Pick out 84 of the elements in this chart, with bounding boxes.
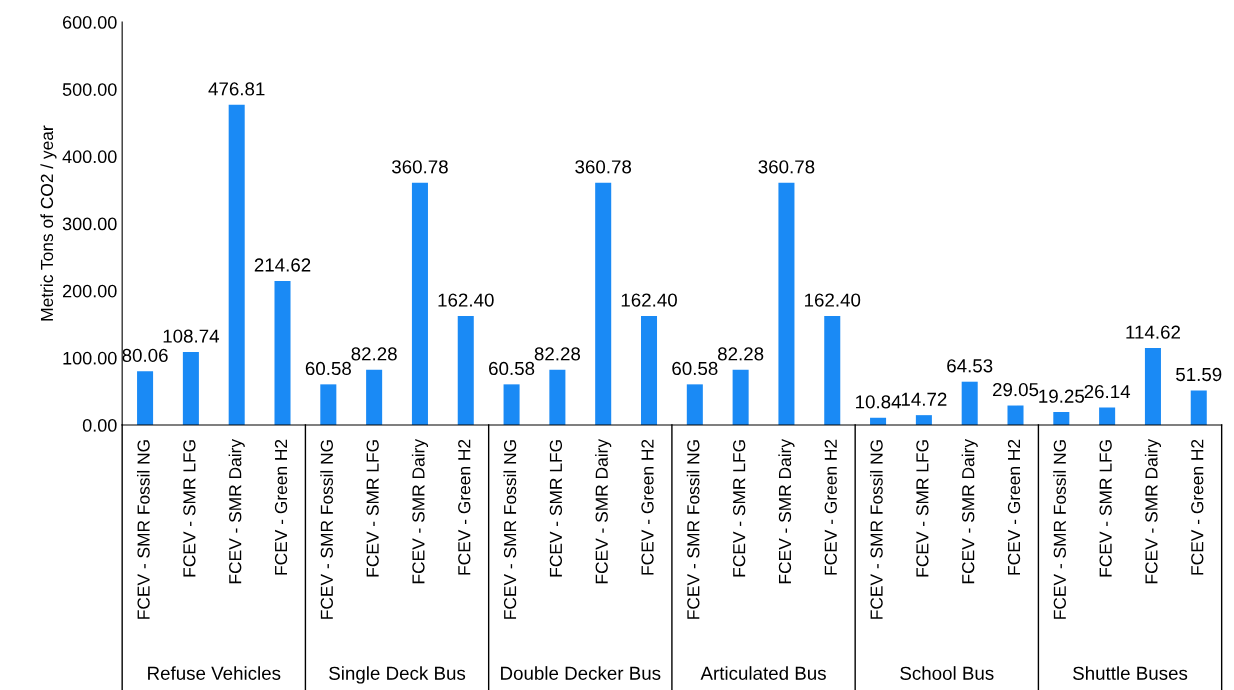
- bar: [549, 369, 566, 426]
- bar: [1007, 405, 1024, 426]
- data-label: 10.84: [856, 395, 901, 409]
- data-label: 82.28: [534, 347, 581, 361]
- data-label: 26.14: [1084, 384, 1131, 399]
- bar: [182, 352, 199, 426]
- bar: [274, 280, 291, 426]
- data-label: 51.59: [1176, 367, 1222, 382]
- x-tick-label: FCEV - SMR LFG: [733, 440, 746, 577]
- x-tick-label: FCEV - SMR Fossil NG: [1053, 440, 1066, 619]
- bar: [732, 369, 749, 426]
- bar: [1053, 412, 1070, 426]
- data-label: 19.25: [1039, 389, 1084, 403]
- y-tick-label: 200.00: [62, 284, 117, 298]
- x-tick-label: FCEV - SMR Fossil NG: [686, 440, 700, 619]
- text: Shuttle Buses: [1073, 666, 1188, 680]
- x-tick-label: FCEV - SMR Dairy: [1144, 438, 1162, 584]
- bar: [686, 384, 703, 426]
- bar: [595, 182, 612, 426]
- x-tick-label: FCEV - Green H2: [641, 439, 654, 575]
- data-label: 162.40: [621, 293, 677, 307]
- text: Single Deck Bus: [329, 666, 466, 684]
- bar: [1144, 348, 1161, 426]
- bar: [640, 315, 658, 426]
- x-tick-label: FCEV - Green H2: [458, 439, 471, 575]
- data-label: 214.62: [254, 258, 311, 272]
- bar: [137, 371, 154, 426]
- bar: [411, 182, 428, 426]
- bar: [1099, 407, 1116, 426]
- bar: [228, 104, 245, 426]
- data-label: 114.62: [1126, 325, 1180, 339]
- data-label: 360.78: [758, 160, 815, 174]
- data-label: 14.72: [901, 392, 947, 406]
- text: Refuse Vehicles: [148, 666, 281, 680]
- x-tick-label: FCEV - SMR Dairy: [411, 438, 429, 584]
- data-label: 60.58: [672, 361, 718, 376]
- data-label: 360.78: [391, 160, 448, 174]
- y-tick-label: 400.00: [62, 150, 117, 164]
- data-label: 162.40: [438, 293, 494, 307]
- data-label: 162.40: [805, 293, 861, 307]
- bar: [824, 315, 841, 426]
- x-tick-label: FCEV - SMR LFG: [549, 440, 563, 577]
- x-tick-label: FCEV - SMR LFG: [1099, 440, 1112, 577]
- x-tick-label: FCEV - SMR Fossil NG: [503, 440, 517, 619]
- x-tick-label: FCEV - Green H2: [274, 439, 288, 575]
- x-tick-label: FCEV - Green H2: [824, 439, 837, 575]
- x-tick-label: FCEV - SMR LFG: [916, 440, 929, 577]
- data-label: 476.81: [208, 82, 265, 96]
- x-tick-label: FCEV - SMR Fossil NG: [869, 440, 883, 619]
- y-tick-label: 500.00: [62, 83, 117, 96]
- data-label: 360.78: [575, 160, 632, 174]
- data-label: 82.28: [717, 347, 764, 361]
- text: School Bus: [900, 666, 994, 680]
- bar: [915, 415, 932, 426]
- x-tick-label: FCEV - SMR LFG: [183, 440, 196, 577]
- y-tick-label: 100.00: [63, 351, 117, 365]
- x-tick-label: FCEV - SMR Fossil NG: [136, 440, 150, 619]
- x-tick-label: FCEV - SMR Dairy: [228, 438, 245, 584]
- x-tick-label: FCEV - SMR Fossil NG: [320, 440, 333, 619]
- y-tick-label: 0.00: [82, 418, 117, 432]
- x-tick-label: FCEV - SMR Dairy: [961, 438, 978, 584]
- data-label: 60.58: [305, 361, 351, 376]
- data-label: 82.28: [351, 347, 397, 361]
- data-label: 29.05: [992, 382, 1039, 397]
- y-tick-label: 600.00: [63, 16, 117, 29]
- text: Articulated Bus: [700, 666, 826, 680]
- y-tick-label: 300.00: [62, 217, 117, 231]
- text: Double Decker Bus: [501, 666, 661, 680]
- x-tick-label: FCEV - Green H2: [1007, 439, 1021, 575]
- x-tick-label: FCEV - Green H2: [1191, 439, 1204, 575]
- data-label: 108.74: [163, 329, 220, 343]
- x-tick-label: FCEV - SMR LFG: [366, 440, 379, 577]
- x-tick-label: FCEV - SMR Dairy: [595, 438, 612, 584]
- bar: [503, 384, 520, 426]
- bar: [457, 315, 474, 426]
- data-label: 60.58: [489, 361, 535, 376]
- bar: [1190, 390, 1207, 426]
- bar: [778, 182, 795, 426]
- bar: [366, 369, 383, 426]
- bar: [320, 384, 337, 426]
- y-axis-title: Metric Tons of CO2 / year: [40, 125, 57, 321]
- bar: [961, 381, 978, 426]
- x-tick-label: FCEV - SMR Dairy: [778, 438, 795, 584]
- data-label: 64.53: [947, 359, 993, 373]
